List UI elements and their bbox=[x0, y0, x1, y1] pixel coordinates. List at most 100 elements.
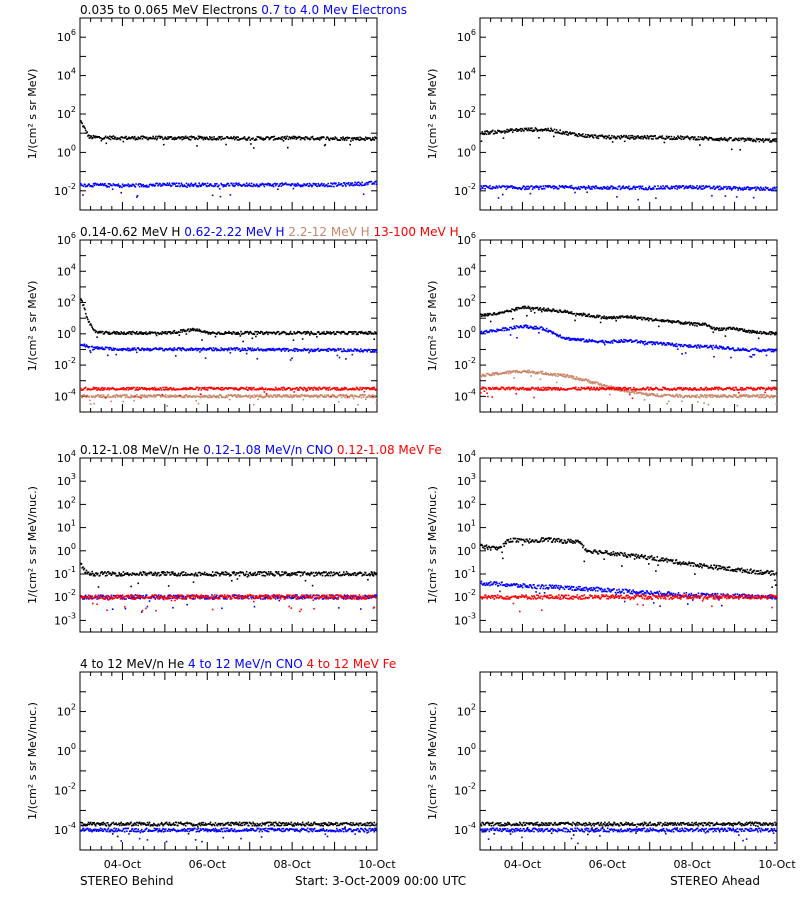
data-point bbox=[201, 348, 203, 351]
data-point bbox=[485, 329, 488, 332]
data-series bbox=[80, 343, 377, 361]
data-point bbox=[696, 322, 699, 324]
data-point bbox=[177, 395, 179, 398]
data-point bbox=[742, 188, 745, 190]
data-point bbox=[202, 386, 205, 389]
data-point bbox=[698, 138, 700, 141]
data-point bbox=[102, 394, 105, 396]
data-point bbox=[187, 136, 189, 139]
data-point bbox=[233, 347, 236, 349]
data-point bbox=[189, 183, 192, 186]
data-point bbox=[213, 185, 215, 188]
data-point bbox=[710, 345, 712, 347]
data-point bbox=[374, 349, 376, 352]
data-point bbox=[260, 183, 263, 186]
data-point bbox=[535, 371, 538, 374]
data-point bbox=[754, 186, 756, 189]
data-point bbox=[127, 388, 130, 391]
data-point bbox=[312, 137, 315, 140]
data-point bbox=[218, 137, 221, 139]
data-point bbox=[194, 388, 197, 390]
y-axis-label: 1/(cm² s sr MeV) bbox=[426, 69, 439, 160]
data-point bbox=[168, 348, 171, 351]
data-point bbox=[538, 309, 540, 311]
data-point bbox=[359, 350, 361, 353]
data-point bbox=[726, 396, 729, 399]
data-point bbox=[579, 188, 581, 190]
data-point bbox=[292, 135, 295, 138]
data-point bbox=[707, 403, 710, 406]
data-point bbox=[266, 331, 269, 334]
data-point bbox=[119, 185, 122, 187]
data-point bbox=[291, 357, 293, 360]
data-point bbox=[701, 138, 703, 141]
data-point bbox=[553, 374, 556, 376]
data-point bbox=[254, 396, 256, 398]
data-point bbox=[620, 338, 622, 341]
data-point bbox=[718, 345, 721, 347]
data-point bbox=[194, 182, 197, 185]
data-point bbox=[325, 396, 327, 398]
data-point bbox=[292, 394, 295, 397]
data-point bbox=[263, 391, 266, 393]
data-point bbox=[83, 343, 86, 346]
data-point bbox=[594, 134, 597, 137]
data-point bbox=[671, 187, 673, 190]
data-point bbox=[751, 395, 754, 398]
data-point bbox=[138, 331, 141, 333]
data-point bbox=[256, 394, 259, 396]
data-point bbox=[355, 330, 357, 333]
data-point bbox=[669, 187, 672, 189]
data-point bbox=[185, 349, 188, 352]
data-point bbox=[160, 185, 162, 187]
data-point bbox=[105, 184, 108, 187]
data-point bbox=[536, 130, 539, 133]
data-point bbox=[90, 324, 93, 327]
data-point bbox=[765, 354, 768, 357]
data-point bbox=[236, 183, 239, 185]
data-point bbox=[670, 185, 673, 188]
data-point bbox=[328, 332, 331, 335]
data-point bbox=[545, 371, 547, 374]
data-point bbox=[750, 349, 752, 351]
data-point bbox=[295, 138, 298, 140]
data-point bbox=[639, 136, 642, 138]
data-point bbox=[665, 344, 668, 346]
data-point bbox=[350, 350, 353, 352]
data-point bbox=[326, 332, 329, 334]
data-point bbox=[641, 318, 644, 321]
data-point bbox=[502, 327, 505, 329]
data-point bbox=[621, 187, 623, 190]
data-point bbox=[738, 349, 741, 352]
data-point bbox=[613, 315, 615, 318]
y-tick-label: 100 bbox=[457, 325, 476, 341]
data-point bbox=[141, 138, 144, 140]
data-point bbox=[755, 395, 757, 398]
data-point bbox=[504, 327, 507, 329]
data-point bbox=[239, 388, 242, 390]
data-point bbox=[95, 330, 98, 333]
data-point bbox=[512, 370, 515, 372]
data-point bbox=[325, 138, 327, 141]
data-point bbox=[94, 387, 97, 390]
data-point bbox=[495, 373, 498, 375]
data-point bbox=[190, 182, 193, 185]
data-point bbox=[564, 376, 566, 378]
data-point bbox=[620, 390, 622, 392]
data-point bbox=[216, 396, 219, 398]
data-point bbox=[604, 135, 607, 137]
data-point bbox=[738, 396, 740, 399]
data-point bbox=[259, 137, 261, 140]
data-point bbox=[313, 183, 316, 185]
data-point bbox=[660, 341, 662, 344]
data-point bbox=[722, 346, 725, 348]
data-point bbox=[710, 187, 712, 189]
data-point bbox=[94, 331, 97, 334]
data-point bbox=[200, 184, 203, 187]
data-point bbox=[359, 348, 362, 350]
data-point bbox=[137, 347, 140, 349]
data-point bbox=[350, 331, 353, 333]
data-point bbox=[484, 313, 487, 315]
data-point bbox=[290, 349, 293, 351]
data-point bbox=[752, 330, 755, 332]
